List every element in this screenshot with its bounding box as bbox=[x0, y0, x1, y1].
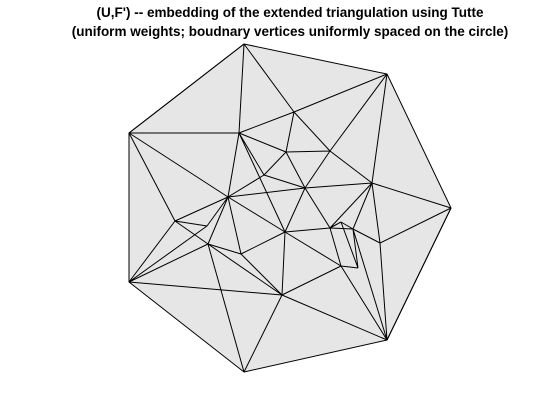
plot-title-line-2: (uniform weights; boudnary vertices unif… bbox=[71, 24, 509, 39]
mesh-edges bbox=[128, 43, 452, 373]
plot-title-line-1: (U,F') -- embedding of the extended tria… bbox=[96, 5, 484, 20]
boundary-heptagon bbox=[128, 43, 452, 373]
interior-edges bbox=[128, 43, 452, 373]
mesh-face-fill bbox=[129, 44, 451, 372]
plot-title: (U,F') -- embedding of the extended tria… bbox=[0, 3, 560, 41]
